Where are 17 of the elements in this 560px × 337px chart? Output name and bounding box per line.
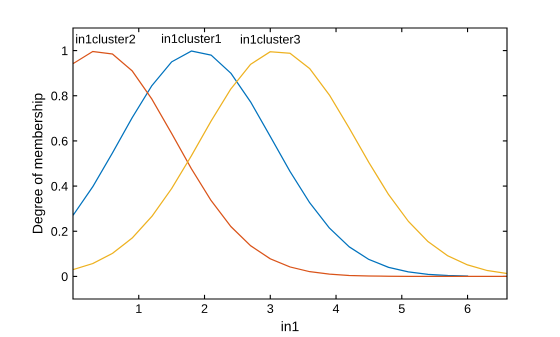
x-tick-label: 5	[398, 304, 405, 314]
x-tick-label: 1	[136, 304, 142, 313]
series-label: in1cluster1	[162, 34, 221, 44]
y-axis-title: Degree of membership	[32, 93, 46, 233]
x-tick-label: 4	[332, 304, 340, 313]
x-axis-title: in1	[282, 321, 299, 332]
x-tick-label: 2	[202, 304, 208, 313]
x-tick-label: 3	[267, 304, 274, 314]
series-label: in1cluster3	[240, 34, 300, 44]
y-tick-label: 1	[62, 46, 68, 56]
y-tick-label: 0.6	[51, 136, 68, 146]
y-tick-label: 0.2	[51, 227, 68, 236]
x-tick-label: 6	[464, 304, 470, 314]
y-tick-label: 0.8	[51, 92, 68, 100]
y-tick-label: 0	[62, 272, 68, 282]
series-label: in1cluster2	[76, 34, 136, 44]
y-tick-label: 0.4	[51, 182, 68, 191]
